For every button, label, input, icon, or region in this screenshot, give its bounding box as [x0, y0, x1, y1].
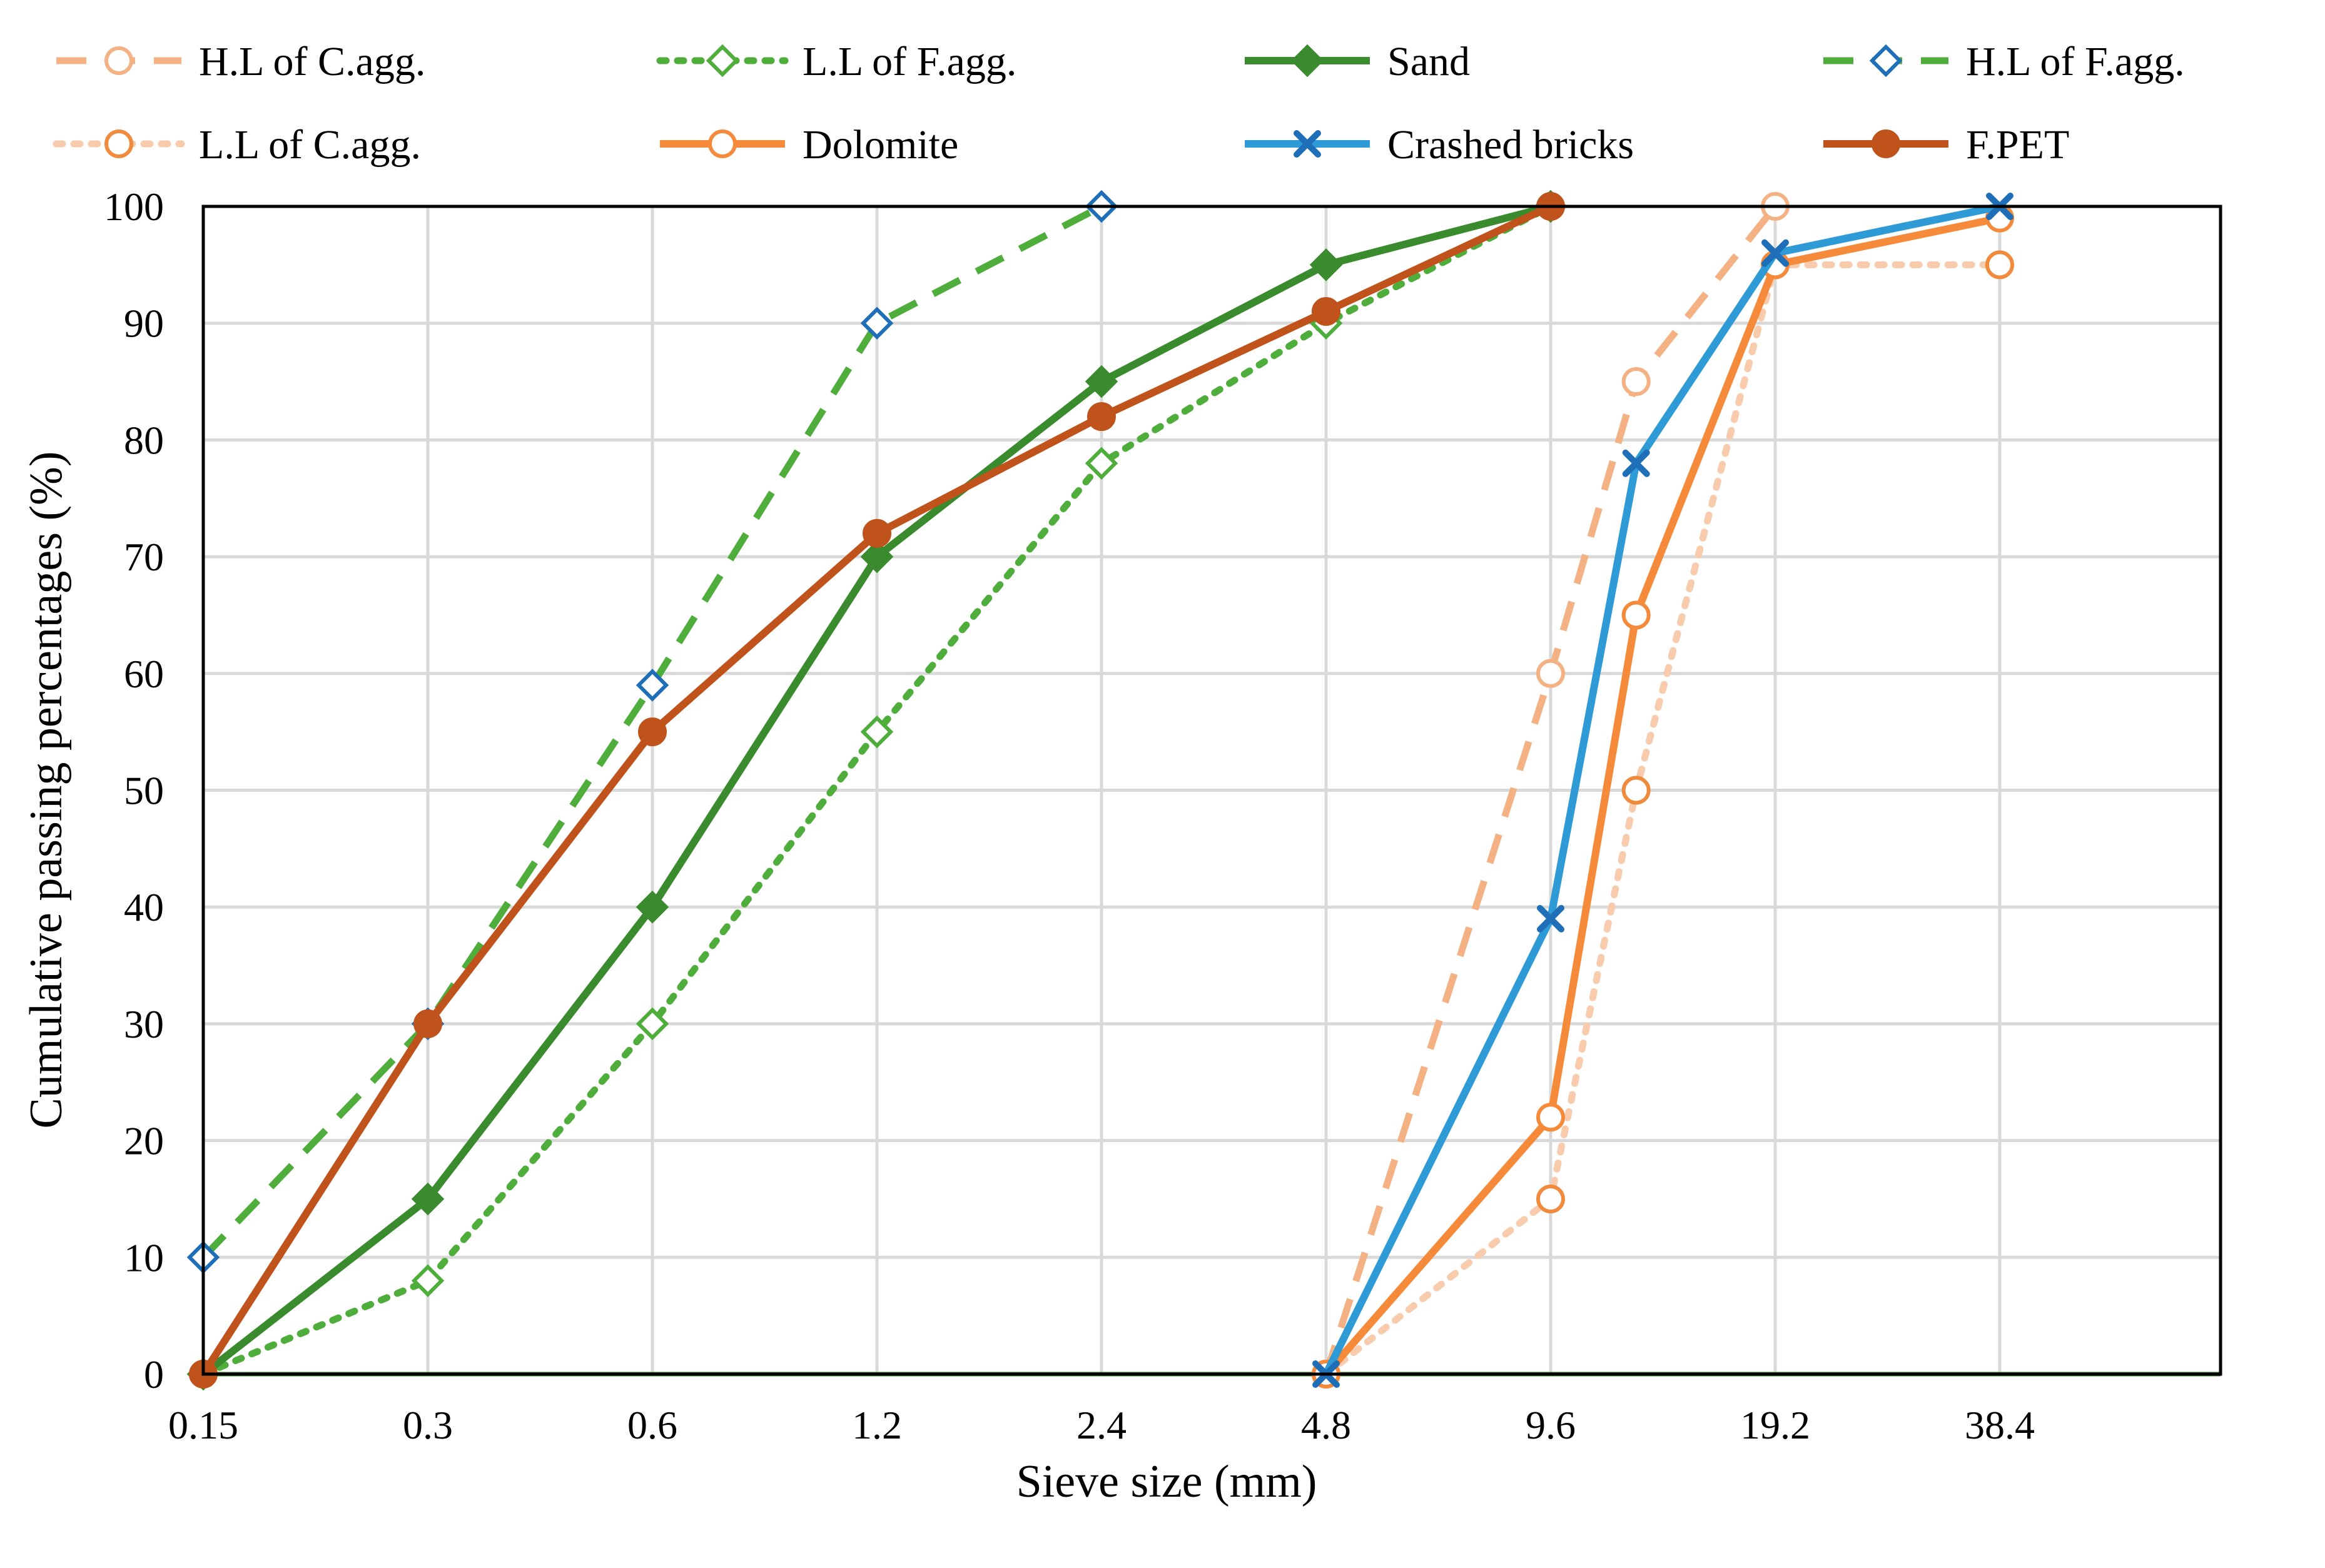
data-point-dolomite	[1621, 600, 1651, 630]
series-layer	[186, 190, 2014, 1391]
data-point-sand	[1085, 365, 1118, 398]
series-line-h-l-of-c-agg	[1322, 204, 1778, 1375]
legend-marker-h-l-of-c-agg	[104, 46, 133, 75]
y-tick-label: 90	[124, 301, 164, 346]
x-tick-label: 4.8	[1301, 1403, 1351, 1447]
legend-item-l-l-of-c-agg: L.L of C.agg.	[53, 122, 421, 168]
y-tick-label: 60	[124, 652, 164, 696]
x-tick-label: 0.15	[168, 1403, 238, 1447]
series-f-pet	[189, 192, 1565, 1388]
data-point-f-pet	[863, 518, 891, 548]
y-tick-label: 100	[104, 185, 164, 229]
legend-label-l-l-of-f-agg: L.L of F.agg.	[803, 39, 1016, 84]
y-tick-label: 50	[124, 769, 164, 813]
data-point-sand	[860, 540, 894, 574]
y-axis-title: Cumulative passing percentages (%)	[21, 452, 72, 1129]
legend-marker-h-l-of-f-agg	[1869, 44, 1903, 78]
x-axis-title: Sieve size (mm)	[1016, 1456, 1317, 1507]
x-tick-label: 0.6	[627, 1403, 677, 1447]
data-point-l-l-of-f-agg	[411, 1264, 445, 1297]
data-point-sand	[1309, 248, 1343, 281]
data-point-h-l-of-c-agg	[1621, 367, 1651, 397]
data-point-h-l-of-f-agg	[860, 306, 894, 340]
data-point-f-pet	[638, 717, 667, 747]
legend-item-l-l-of-f-agg: L.L of F.agg.	[656, 39, 1016, 84]
legend-marker-sand	[1290, 44, 1324, 78]
data-point-l-l-of-f-agg	[636, 1007, 669, 1041]
data-point-h-l-of-f-agg	[636, 669, 669, 702]
y-tick-label: 30	[124, 1002, 164, 1046]
data-point-l-l-of-f-agg	[860, 715, 894, 749]
x-tick-label: 0.3	[403, 1403, 453, 1447]
data-point-sand	[411, 1182, 445, 1216]
y-tick-label: 70	[124, 535, 164, 579]
x-tick-label: 1.2	[852, 1403, 902, 1447]
data-point-crashed-bricks	[1537, 904, 1564, 933]
data-point-crashed-bricks	[1622, 449, 1650, 477]
x-tick-label: 9.6	[1526, 1403, 1576, 1447]
x-tick-label: 38.4	[1965, 1403, 2035, 1447]
legend-label-sand: Sand	[1387, 39, 1470, 84]
legend-item-dolomite: Dolomite	[660, 122, 958, 168]
legend-marker-l-l-of-c-agg	[104, 129, 133, 158]
data-point-l-l-of-c-agg	[1621, 776, 1651, 805]
legend-label-h-l-of-c-agg: H.L of C.agg.	[199, 39, 425, 84]
data-point-l-l-of-f-agg	[1085, 447, 1118, 480]
data-point-l-l-of-c-agg	[1536, 1184, 1565, 1213]
series-crashed-bricks	[1312, 193, 2013, 1388]
legend-marker-crashed-bricks	[1294, 130, 1321, 158]
legend-item-h-l-of-f-agg: H.L of F.agg.	[1823, 39, 2185, 84]
y-tick-label: 40	[124, 885, 164, 929]
data-point-f-pet	[1087, 402, 1116, 432]
x-tick-label: 2.4	[1076, 1403, 1127, 1447]
legend-marker-f-pet	[1872, 129, 1900, 158]
legend-marker-dolomite	[708, 129, 737, 158]
data-point-h-l-of-c-agg	[1536, 659, 1565, 688]
legend-label-f-pet: F.PET	[1966, 122, 2069, 168]
data-point-crashed-bricks	[1761, 239, 1789, 267]
legend-marker-l-l-of-f-agg	[706, 44, 739, 78]
x-tick-labels: 0.15 0.3 0.6 1.2 2.4 4.8 9.6 19.2 38.4	[168, 1403, 2035, 1447]
legend-item-h-l-of-c-agg: H.L of C.agg.	[56, 39, 425, 84]
legend: H.L of C.agg. L.L of F.agg. Sand H.L of F.a…	[53, 39, 2185, 168]
legend-item-sand: Sand	[1245, 39, 1470, 84]
y-tick-label: 10	[124, 1235, 164, 1280]
legend-item-f-pet: F.PET	[1823, 122, 2069, 168]
plot-frame	[201, 205, 2222, 1376]
y-tick-label: 0	[144, 1352, 164, 1397]
y-tick-labels: 0 10 20 30 40 50 60 70 80 90 100	[104, 185, 164, 1397]
legend-label-h-l-of-f-agg: H.L of F.agg.	[1966, 39, 2185, 84]
data-point-f-pet	[413, 1009, 442, 1038]
series-line-h-l-of-f-agg	[201, 203, 1103, 1260]
data-point-dolomite	[1536, 1103, 1565, 1132]
legend-label-dolomite: Dolomite	[803, 122, 958, 168]
legend-label-l-l-of-c-agg: L.L of C.agg.	[199, 122, 421, 168]
legend-item-crashed-bricks: Crashed bricks	[1245, 122, 1634, 168]
data-point-f-pet	[1312, 297, 1340, 326]
legend-label-crashed-bricks: Crashed bricks	[1387, 122, 1634, 168]
y-tick-label: 80	[124, 418, 164, 462]
data-point-sand	[636, 890, 669, 924]
y-tick-label: 20	[124, 1119, 164, 1163]
data-point-l-l-of-c-agg	[1985, 250, 2014, 280]
x-tick-label: 19.2	[1740, 1403, 1810, 1447]
